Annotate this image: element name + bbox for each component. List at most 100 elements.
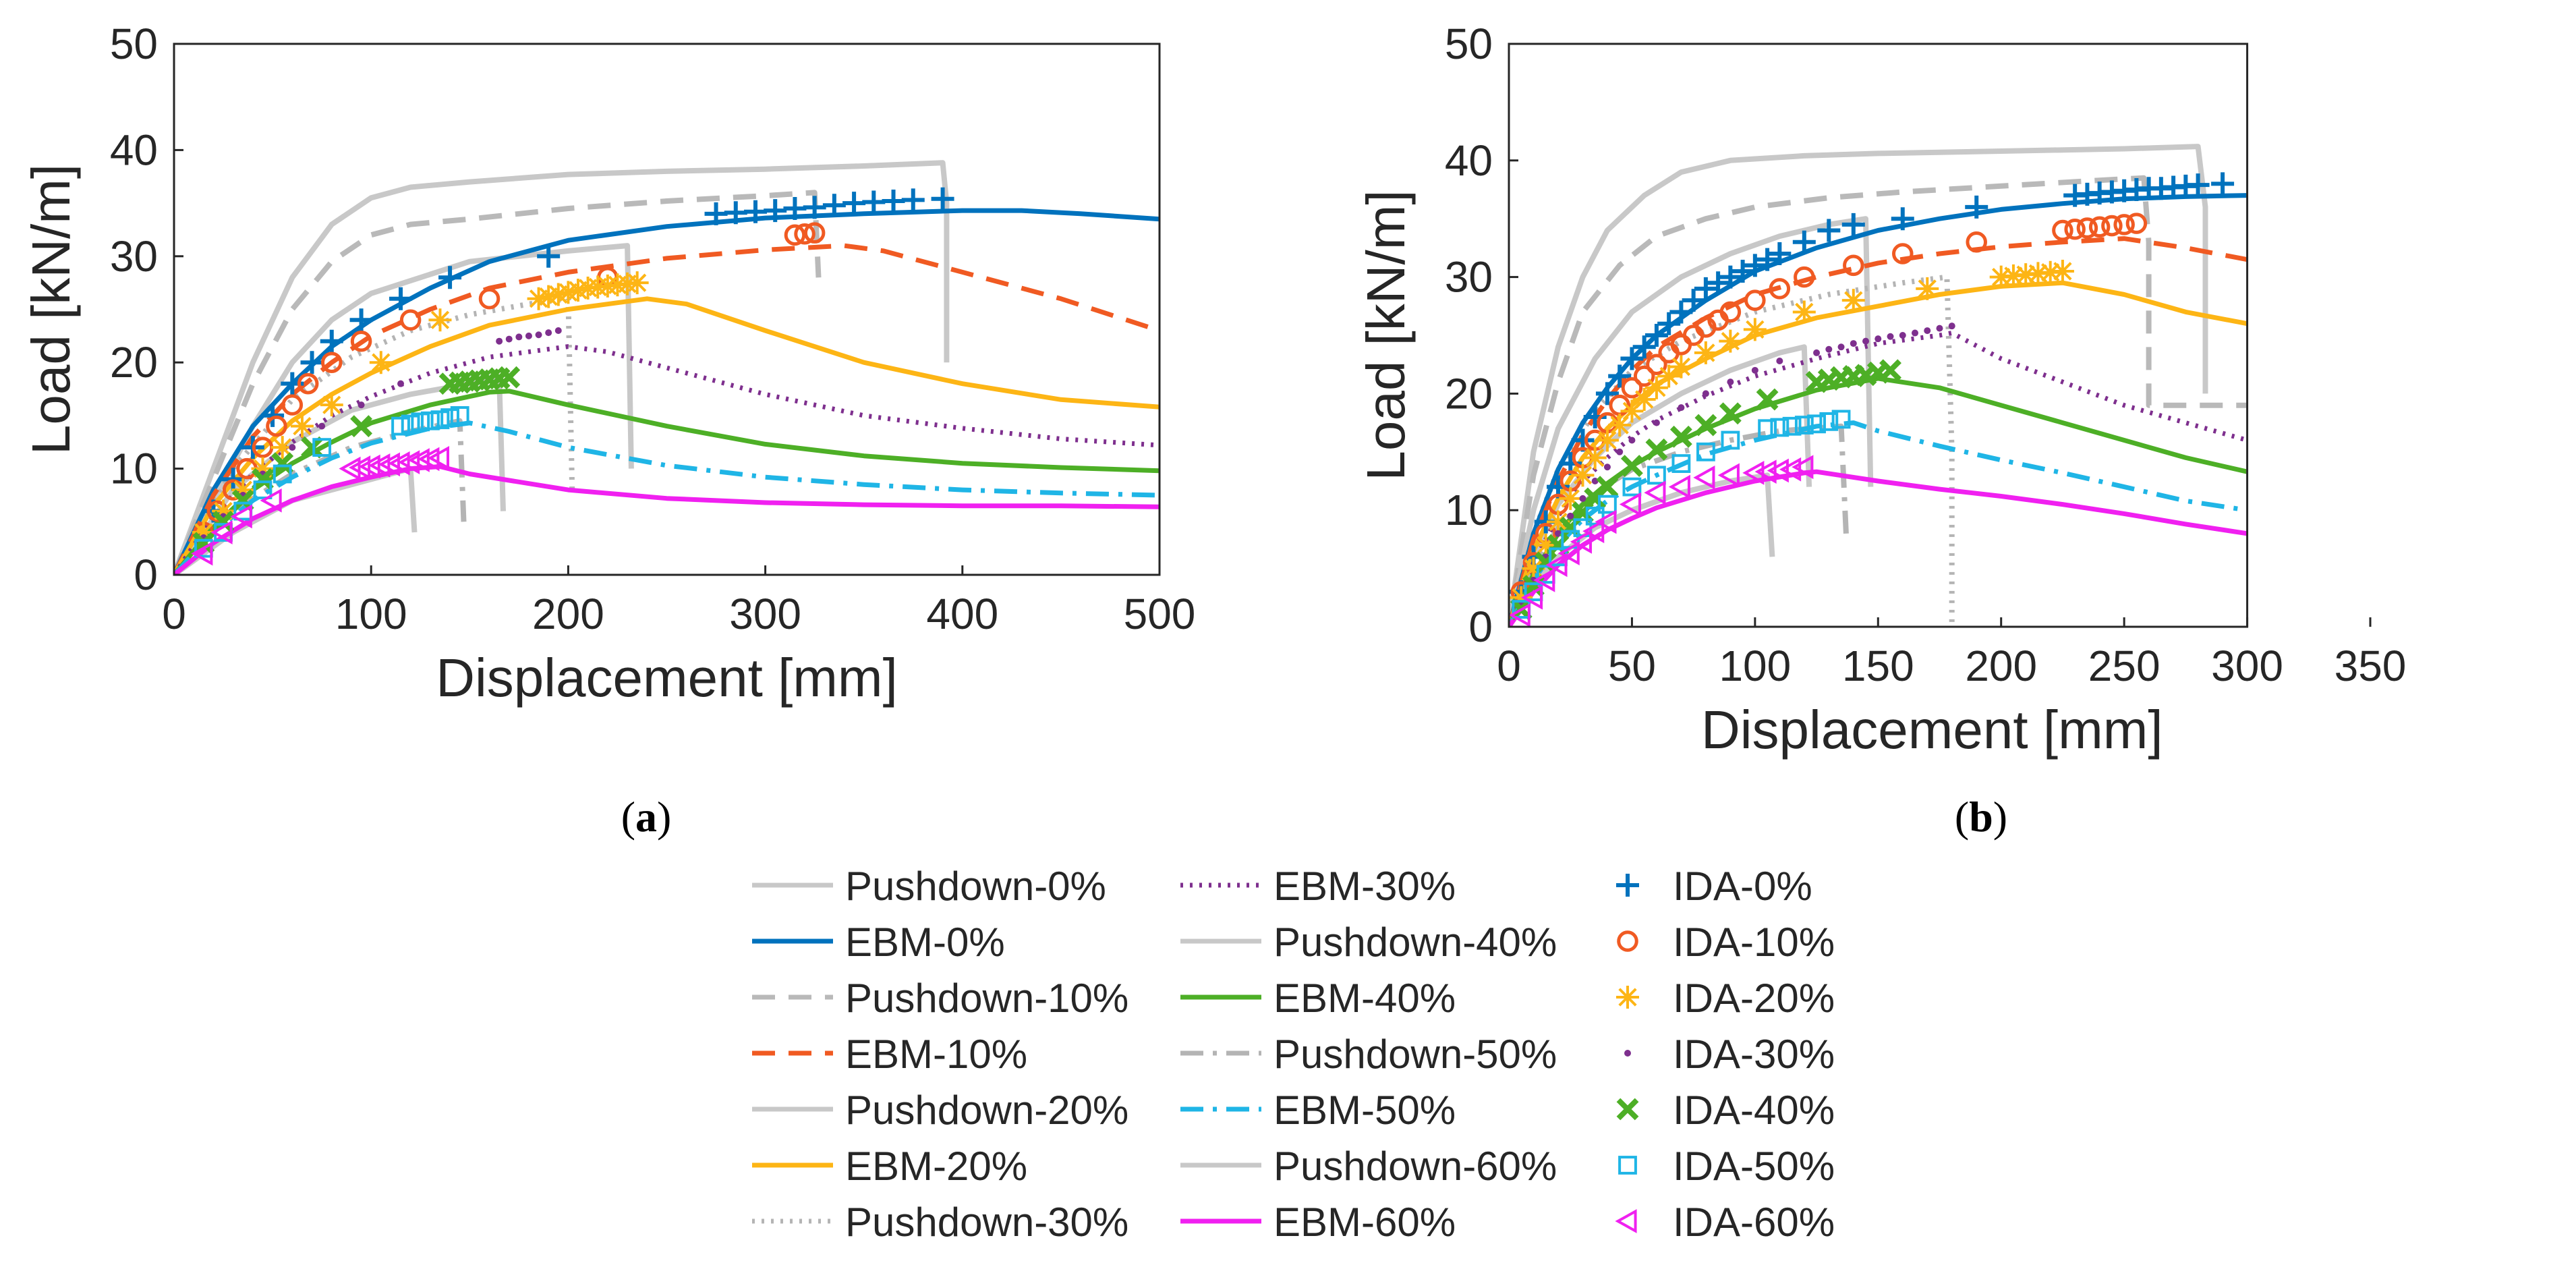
series-line-Pushdown-20% <box>1509 216 1874 627</box>
series-line-Pushdown-0% <box>1509 144 2208 627</box>
data-point <box>1632 388 1656 412</box>
legend-label: EBM-60% <box>1273 1200 1456 1245</box>
data-point <box>2088 216 2111 238</box>
data-point <box>389 287 413 310</box>
data-point <box>1989 265 2013 289</box>
data-point <box>1776 358 1783 365</box>
data-point <box>1841 289 1865 312</box>
legend-item: IDA-30% <box>1624 1032 1835 1077</box>
data-point <box>1595 509 1617 534</box>
series-group <box>174 160 1161 575</box>
data-point <box>192 521 215 544</box>
data-point <box>1719 402 1742 425</box>
data-point <box>1646 354 1667 375</box>
data-point <box>1696 442 1715 461</box>
series-line-Pushdown-0% <box>174 160 950 575</box>
series-markers-IDA-60% <box>191 446 450 566</box>
x-tick-label: 300 <box>2211 642 2283 690</box>
data-point <box>1707 271 1730 295</box>
legend-label: EBM-30% <box>1273 864 1456 909</box>
data-point <box>1754 459 1777 484</box>
data-point <box>1570 530 1593 554</box>
legend-marker <box>1617 930 1638 952</box>
data-point <box>1813 349 1821 356</box>
data-point <box>297 372 319 395</box>
data-point <box>1668 474 1690 499</box>
x-tick-label: 250 <box>2088 642 2160 690</box>
data-point <box>438 266 462 289</box>
data-point <box>1817 219 1841 242</box>
data-point <box>1657 312 1681 335</box>
data-point <box>1583 446 1607 470</box>
data-point <box>339 456 361 481</box>
data-point <box>546 283 570 306</box>
x-tick-label: 300 <box>729 590 801 638</box>
x-tick-label: 50 <box>1608 642 1656 690</box>
data-point <box>1669 355 1693 378</box>
data-point <box>1887 333 1894 340</box>
series-line-EBM-10% <box>1509 236 2248 627</box>
data-point <box>535 331 542 339</box>
series-line-EBM-60% <box>174 464 1160 575</box>
data-point <box>1862 337 1870 345</box>
data-point <box>1912 329 1919 337</box>
legend-label: EBM-50% <box>1273 1088 1456 1133</box>
data-point <box>784 224 806 246</box>
data-point <box>1892 243 1914 264</box>
legend-label: Pushdown-10% <box>845 976 1128 1021</box>
data-point <box>803 196 826 219</box>
data-point <box>1782 416 1802 436</box>
data-point <box>318 422 326 430</box>
data-point <box>378 452 400 477</box>
data-point <box>1557 541 1580 565</box>
data-point <box>822 194 846 217</box>
legend-marker <box>1624 1050 1631 1057</box>
data-point <box>1644 324 1668 347</box>
data-point <box>931 187 954 210</box>
data-point <box>1966 231 1987 253</box>
series-line-EBM-20% <box>174 296 1160 575</box>
plot-area <box>1509 44 2248 627</box>
data-point <box>1520 585 1543 610</box>
data-point <box>230 504 252 529</box>
data-point <box>625 271 649 295</box>
data-point <box>398 450 420 475</box>
y-tick-label: 40 <box>110 125 158 174</box>
legend-item: EBM-10% <box>752 1032 1027 1077</box>
data-point <box>1571 464 1595 487</box>
data-point <box>212 510 235 533</box>
data-point <box>192 532 215 555</box>
data-point <box>498 366 521 389</box>
data-point <box>1769 278 1791 300</box>
legend-item: IDA-20% <box>1616 976 1835 1021</box>
data-point <box>252 468 274 490</box>
data-point <box>1916 277 1939 300</box>
data-point <box>231 478 255 502</box>
data-point <box>350 330 372 352</box>
data-point <box>1595 428 1619 452</box>
data-point <box>350 415 373 438</box>
data-point <box>301 436 323 459</box>
data-point <box>1936 325 1943 332</box>
series-line-Pushdown-10% <box>1509 175 2248 627</box>
data-point <box>2211 172 2235 196</box>
y-tick-label: 20 <box>110 338 158 387</box>
data-point <box>1533 568 1555 592</box>
legend-item: Pushdown-60% <box>1180 1144 1557 1189</box>
y-tick-label: 10 <box>110 445 158 493</box>
axes-box <box>173 43 1161 576</box>
legend-item: IDA-10% <box>1617 920 1835 965</box>
series-markers-IDA-60% <box>1509 455 1814 627</box>
data-point <box>1621 377 1643 399</box>
data-point <box>1619 492 1641 517</box>
data-point <box>320 329 343 353</box>
y-tick-label: 50 <box>1445 20 1493 68</box>
legend-item: EBM-0% <box>752 920 1005 965</box>
data-point <box>300 351 324 374</box>
data-point <box>418 447 440 472</box>
data-point <box>1633 365 1655 387</box>
data-point <box>1694 414 1717 437</box>
data-point <box>271 452 294 475</box>
y-tick-label: 40 <box>1445 136 1493 185</box>
data-point <box>388 451 410 476</box>
